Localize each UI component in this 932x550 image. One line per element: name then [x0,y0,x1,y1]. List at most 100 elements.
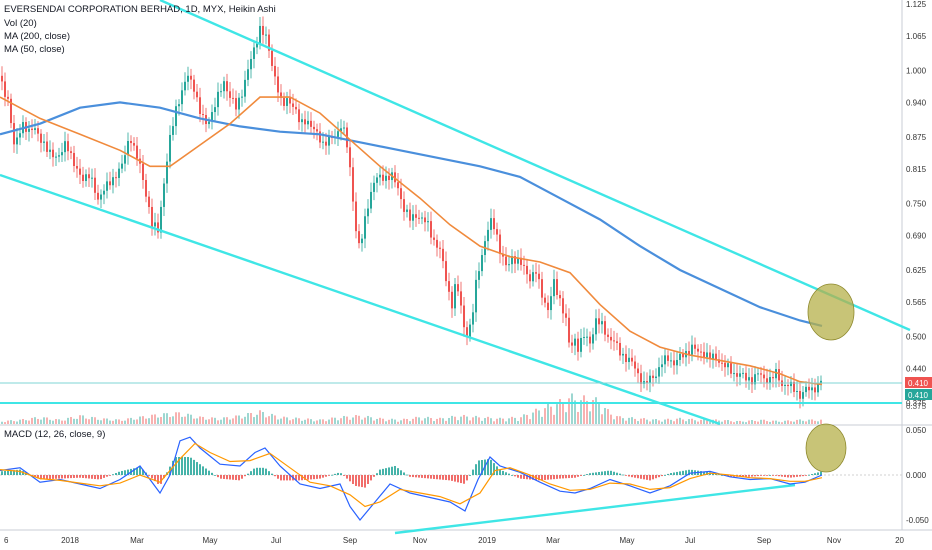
histogram-bar [721,475,723,476]
histogram-bar [190,457,192,475]
histogram-bar [583,475,585,476]
volume-bar [19,419,21,424]
candle-body [766,378,768,384]
volume-bar [589,411,591,424]
histogram-bar [820,471,822,475]
candle-body [466,327,468,338]
candle-body [85,174,87,182]
candle-body [376,177,378,183]
volume-bar [544,408,546,424]
candle-body [211,112,213,122]
volume-bar [319,419,321,424]
candle-body [304,119,306,125]
volume-bar [241,418,243,424]
histogram-bar [1,471,3,475]
volume-bar [559,399,561,424]
candle-body [286,98,288,106]
candle-body [361,238,363,244]
candle-body [760,373,762,375]
legend-ma50[interactable]: MA (50, close) [4,44,65,55]
volume-bar [169,417,171,424]
histogram-bar [106,475,108,477]
histogram-bar [421,475,423,478]
candle-body [352,167,354,202]
histogram-bar [280,475,282,481]
histogram-bar [640,475,642,479]
candle-body [421,217,423,219]
highlight-circle-macd[interactable] [805,423,847,473]
upper-trendline[interactable] [159,0,911,332]
candle-body [4,81,6,97]
candle-body [658,367,660,377]
volume-bar [121,420,123,424]
legend-ma200[interactable]: MA (200, close) [4,31,70,42]
candle-body [697,348,699,352]
histogram-bar [481,460,483,475]
volume-bar [565,412,567,424]
histogram-bar [337,472,339,475]
volume-bar [724,420,726,424]
histogram-bar [595,472,597,475]
volume-bar [52,420,54,424]
highlight-circle-price[interactable] [807,283,855,341]
volume-bar [733,422,735,424]
volume-bar [7,420,9,424]
histogram-bar [346,475,348,479]
candle-body [769,377,771,384]
candle-body [655,376,657,379]
histogram-bar [172,460,174,475]
candle-body [742,372,744,374]
candle-body [688,350,690,355]
candle-body [40,133,42,143]
candle-body [715,353,717,360]
signal-line [0,442,823,508]
volume-bar [451,415,453,424]
histogram-bar [244,475,246,477]
volume-bar [664,419,666,424]
candle-body [199,97,201,115]
volume-bar [685,421,687,424]
candle-body [676,359,678,366]
volume-bar [772,420,774,424]
volume-bar [571,393,573,424]
volume-bar [250,413,252,424]
volume-bar [172,416,174,424]
time-tick-label: Nov [413,536,427,545]
volume-bar [415,416,417,424]
volume-bar [97,419,99,424]
histogram-bar [703,471,705,475]
candle-body [667,355,669,361]
legend-macd[interactable]: MACD (12, 26, close, 9) [4,429,106,440]
volume-bar [265,417,267,424]
candle-body [388,175,390,181]
legend-volume[interactable]: Vol (20) [4,18,37,29]
candle-body [526,265,528,275]
volume-bar [532,412,534,424]
candle-body [67,141,69,152]
volume-bar [367,415,369,424]
histogram-bar [241,475,243,479]
candle-body [217,91,219,108]
volume-bar [277,419,279,424]
candle-body [151,206,153,227]
volume-bar [193,418,195,424]
histogram-bar [154,475,156,482]
histogram-bar [385,468,387,475]
macd-trendline[interactable] [394,483,796,535]
candle-body [502,253,504,257]
candle-body [478,271,480,280]
volume-bar [652,419,654,424]
volume-bar [496,418,498,424]
volume-bar [130,417,132,424]
histogram-bar [811,474,813,475]
candle-body [190,75,192,80]
volume-bar [55,419,57,424]
volume-bar [28,420,30,424]
volume-bar [601,414,603,424]
time-tick-label: Mar [130,536,144,545]
candle-body [811,387,813,391]
candle-body [178,104,180,107]
volume-bar [361,419,363,424]
candle-body [628,357,630,363]
price-tick-label: 0.875 [906,133,927,142]
